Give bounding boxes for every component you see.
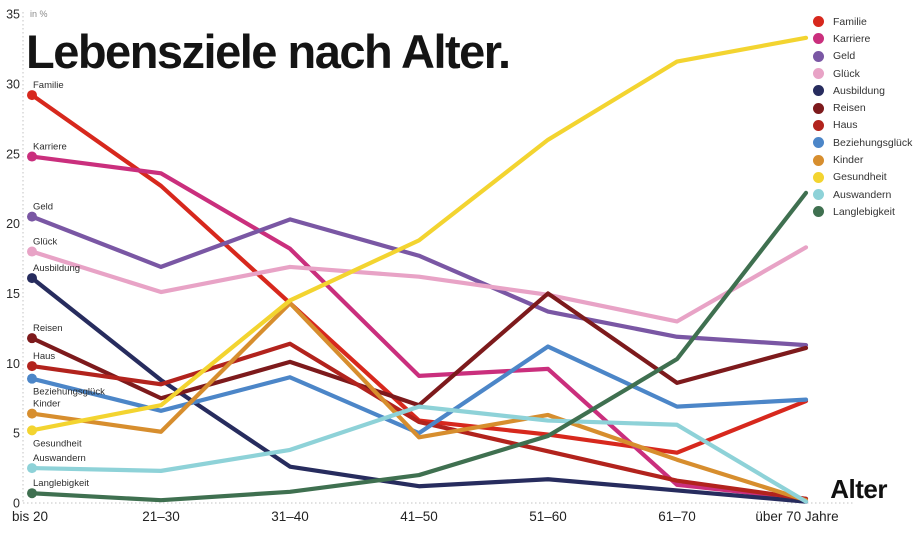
legend-label: Haus <box>833 119 858 132</box>
x-tick-label: 41–50 <box>400 509 438 524</box>
y-tick-label: 10 <box>6 357 20 371</box>
line-series-beziehungsglück <box>29 344 809 436</box>
series-start-dot <box>27 463 37 474</box>
legend: Familie Karriere Geld Glück Ausbildung Reisen… <box>813 13 912 221</box>
legend-item: Geld <box>813 48 912 65</box>
x-tick-label: 21–30 <box>142 509 180 524</box>
x-axis-title: Alter <box>830 474 887 504</box>
legend-item: Langlebigkeit <box>813 203 912 220</box>
series-inline-label: Familie <box>33 80 64 91</box>
legend-label: Auswandern <box>833 188 892 201</box>
series-start-dot <box>27 90 37 101</box>
legend-swatch-icon <box>813 119 824 131</box>
legend-item: Ausbildung <box>813 82 912 99</box>
series-inline-label: Karriere <box>33 142 67 153</box>
series-start-dot <box>27 425 37 436</box>
series-inline-label: Langlebigkeit <box>33 478 89 489</box>
series-start-dot <box>27 408 37 419</box>
legend-swatch-icon <box>813 50 824 62</box>
legend-swatch-icon <box>813 206 824 218</box>
y-tick-label: 5 <box>13 427 20 441</box>
series-start-dot <box>27 373 37 384</box>
y-tick-label: 25 <box>6 147 20 161</box>
line-series-glück <box>29 245 809 324</box>
line-series-reisen <box>29 291 809 408</box>
legend-item: Kinder <box>813 151 912 168</box>
legend-swatch-icon <box>813 102 824 114</box>
series-start-dot <box>27 361 37 372</box>
legend-item: Beziehungsglück <box>813 134 912 151</box>
y-tick-label: 20 <box>6 217 20 231</box>
line-series-ausbildung <box>29 275 809 504</box>
x-tick-label: 51–60 <box>529 509 567 524</box>
series-inline-label: Geld <box>33 202 53 213</box>
x-tick-label: bis 20 <box>12 509 48 524</box>
series-inline-label: Reisen <box>33 323 63 334</box>
legend-label: Ausbildung <box>833 84 885 97</box>
line-series-auswandern <box>29 404 809 504</box>
series-start-dot <box>27 333 37 344</box>
series-inline-label: Ausbildung <box>33 263 80 274</box>
legend-swatch-icon <box>813 189 824 201</box>
legend-label: Gesundheit <box>833 171 887 184</box>
legend-item: Gesundheit <box>813 169 912 186</box>
line-series-gesundheit <box>29 35 809 433</box>
series-start-dot <box>27 273 37 284</box>
y-axis-unit-label: in % <box>30 9 48 19</box>
x-tick-label: 61–70 <box>658 509 696 524</box>
legend-swatch-icon <box>813 33 824 45</box>
line-series-karriere <box>29 154 809 501</box>
legend-label: Reisen <box>833 102 866 115</box>
legend-label: Kinder <box>833 154 864 167</box>
legend-item: Karriere <box>813 30 912 47</box>
line-series-haus <box>29 341 809 501</box>
y-tick-label: 15 <box>6 287 20 301</box>
series-inline-label: Glück <box>33 237 58 248</box>
legend-swatch-icon <box>813 85 824 97</box>
series-start-dot <box>27 246 37 257</box>
legend-swatch-icon <box>813 68 824 80</box>
y-tick-label: 35 <box>6 8 20 22</box>
series-inline-label: Auswandern <box>33 453 86 464</box>
y-tick-label: 30 <box>6 77 20 91</box>
legend-label: Langlebigkeit <box>833 205 895 218</box>
x-tick-label: 31–40 <box>271 509 309 524</box>
series-inline-label: Beziehungsglück <box>33 387 105 398</box>
legend-item: Glück <box>813 65 912 82</box>
legend-swatch-icon <box>813 137 824 149</box>
series-inline-label: Haus <box>33 351 55 362</box>
legend-item: Reisen <box>813 99 912 116</box>
series-start-dot <box>27 151 37 162</box>
y-tick-label: 0 <box>13 497 20 511</box>
line-series-familie <box>29 92 809 455</box>
line-series-geld <box>29 214 809 348</box>
legend-label: Geld <box>833 50 856 63</box>
line-series-kinder <box>29 301 809 503</box>
line-series-langlebigkeit <box>29 190 809 503</box>
legend-swatch-icon <box>813 171 824 183</box>
legend-label: Familie <box>833 15 867 28</box>
legend-item: Haus <box>813 117 912 134</box>
x-tick-label: über 70 Jahre <box>755 509 838 524</box>
legend-label: Karriere <box>833 32 871 45</box>
chart-title: Lebensziele nach Alter. <box>26 25 511 78</box>
legend-label: Glück <box>833 67 860 80</box>
legend-swatch-icon <box>813 16 824 28</box>
legend-item: Auswandern <box>813 186 912 203</box>
legend-item: Familie <box>813 13 912 30</box>
legend-label: Beziehungsglück <box>833 136 913 149</box>
series-inline-label: Gesundheit <box>33 438 82 449</box>
series-start-dot <box>27 488 37 499</box>
series-start-dot <box>27 211 37 222</box>
legend-swatch-icon <box>813 154 824 166</box>
series-inline-label: Kinder <box>33 399 60 410</box>
